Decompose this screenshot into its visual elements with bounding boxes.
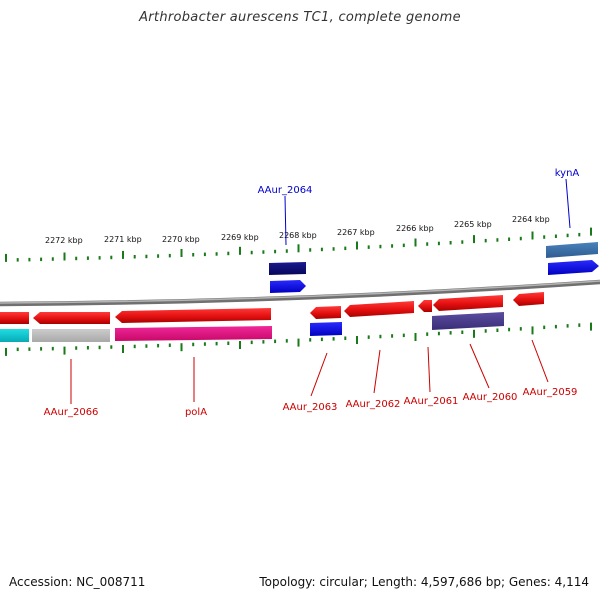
gene-feature[interactable] [32, 329, 110, 342]
gene-label[interactable]: AAur_2064 [258, 185, 313, 196]
kbp-label: 2264 kbp [512, 215, 550, 224]
gene-label[interactable]: AAur_2066 [44, 407, 99, 418]
kbp-label: 2265 kbp [454, 220, 492, 229]
genome-stats-text: Topology: circular; Length: 4,597,686 bp… [259, 575, 589, 589]
kbp-label: 2270 kbp [162, 235, 200, 244]
genome-backbone [0, 279, 600, 307]
kbp-label: 2267 kbp [337, 228, 375, 237]
gene-feature[interactable] [270, 280, 306, 293]
forward-gene-labels: AAur_2064 kynA [258, 168, 580, 246]
gene-feature[interactable] [344, 301, 414, 317]
kbp-label: 2272 kbp [45, 236, 83, 245]
gene-label[interactable]: AAur_2063 [283, 402, 338, 413]
gene-feature[interactable] [310, 306, 341, 319]
gene-feature[interactable] [310, 322, 342, 336]
kbp-label: 2271 kbp [104, 235, 142, 244]
map-title: Arthrobacter aurescens TC1, complete gen… [139, 10, 461, 25]
gene-feature[interactable] [433, 295, 503, 311]
gene-feature[interactable] [269, 262, 306, 275]
reverse-gene-labels: AAur_2066 polA AAur_2063 AAur_2062 AAur_… [44, 339, 578, 418]
gene-feature[interactable] [115, 308, 271, 323]
lower-tick-ruler [5, 322, 592, 356]
accession-text: Accession: NC_008711 [9, 575, 146, 589]
upper-tick-ruler [5, 227, 592, 262]
kbp-label: 2266 kbp [396, 224, 434, 233]
kbp-label: 2268 kbp [279, 231, 317, 240]
gene-feature[interactable] [548, 260, 599, 275]
gene-feature[interactable] [0, 312, 29, 324]
gene-feature[interactable] [432, 312, 504, 330]
gene-feature[interactable] [418, 300, 432, 312]
gene-feature[interactable] [115, 326, 272, 341]
forward-strand-features [269, 242, 599, 293]
gene-feature[interactable] [33, 312, 110, 324]
kbp-label: 2269 kbp [221, 233, 259, 242]
scale-labels: 2272 kbp 2271 kbp 2270 kbp 2269 kbp 2268… [45, 215, 550, 245]
gene-label[interactable]: polA [185, 407, 207, 418]
gene-feature[interactable] [513, 292, 544, 306]
gene-label[interactable]: AAur_2062 [346, 399, 401, 410]
gene-feature[interactable] [0, 329, 29, 342]
reverse-strand-features [0, 292, 544, 342]
gene-feature[interactable] [546, 242, 598, 258]
gene-label[interactable]: AAur_2060 [463, 392, 518, 403]
gene-label[interactable]: AAur_2059 [523, 387, 578, 398]
gene-label[interactable]: AAur_2061 [404, 396, 459, 407]
gene-label[interactable]: kynA [555, 168, 580, 179]
